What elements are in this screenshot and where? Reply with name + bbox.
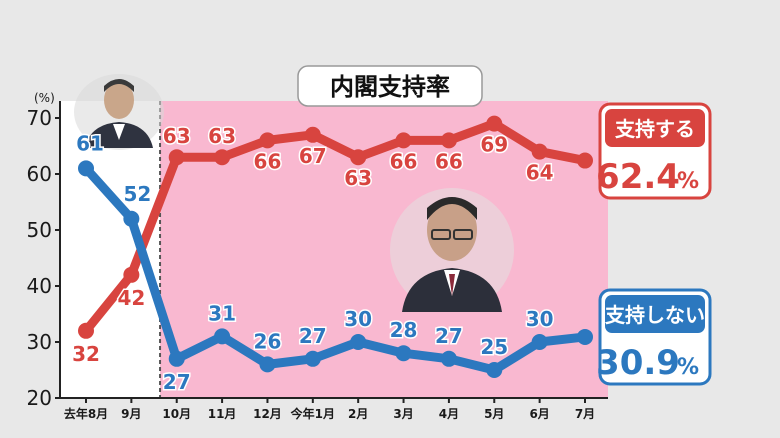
nonsupport-point — [531, 334, 548, 350]
support-point — [78, 322, 94, 339]
x-tick-label: 10月 — [162, 407, 191, 421]
nonsupport-point — [78, 160, 94, 177]
nonsupport-legend-label: 支持しない — [605, 303, 705, 327]
nonsupport-data-label: 26 — [254, 329, 282, 353]
series-points-support — [78, 115, 593, 339]
support-data-label: 66 — [390, 149, 418, 173]
nonsupport-point — [304, 350, 321, 367]
y-tick-label: 50 — [27, 218, 52, 242]
support-data-label: 42 — [117, 286, 145, 310]
unit-label: (%) — [34, 91, 55, 105]
x-tick-label: 9月 — [121, 407, 141, 421]
x-tick-label: 5月 — [484, 407, 504, 421]
support-point — [395, 132, 412, 149]
nonsupport-point — [486, 362, 503, 378]
nonsupport-point — [168, 350, 185, 367]
chart-title: 内閣支持率 — [330, 73, 450, 101]
x-tick-label: 3月 — [393, 407, 413, 421]
y-tick-label: 30 — [27, 330, 52, 354]
nonsupport-callout: 支持しない 30.9 % — [596, 288, 712, 386]
support-point — [486, 115, 503, 132]
support-data-label: 67 — [299, 144, 327, 168]
chart-title-box: 内閣支持率 — [297, 65, 483, 107]
support-data-label: 64 — [526, 161, 554, 185]
support-latest-unit: % — [677, 169, 699, 194]
support-data-label: 63 — [208, 124, 236, 148]
nonsupport-latest-unit: % — [677, 355, 699, 380]
x-tick-label: 2月 — [348, 407, 368, 421]
support-data-label: 69 — [480, 133, 508, 157]
x-tick-label: 去年8月 — [64, 406, 108, 421]
support-data-label: 66 — [254, 149, 282, 173]
nonsupport-data-label: 25 — [480, 335, 508, 359]
support-point — [304, 126, 321, 143]
support-point — [531, 143, 548, 160]
nonsupport-data-label: 30 — [344, 307, 372, 331]
nonsupport-point — [577, 328, 593, 345]
support-point — [440, 132, 457, 149]
support-point — [577, 152, 593, 169]
nonsupport-data-label: 27 — [435, 324, 463, 348]
support-data-label: 32 — [72, 342, 100, 366]
x-tick-label: 12月 — [253, 407, 282, 421]
nonsupport-latest-value: 30.9 — [596, 343, 680, 383]
nonsupport-point — [395, 345, 412, 362]
support-callout: 支持する 62.4 % — [596, 102, 712, 200]
nonsupport-point — [123, 210, 140, 227]
nonsupport-data-label: 28 — [390, 318, 418, 342]
support-point — [123, 266, 140, 283]
data-labels: 32 42 63 63 66 67 63 66 66 69 64 61 52 27 31 26 27 30 28 27… — [71, 123, 555, 396]
nonsupport-data-label: 27 — [163, 370, 191, 394]
support-data-label: 66 — [435, 149, 463, 173]
support-point — [214, 149, 231, 166]
series-line-support — [81, 119, 590, 336]
support-point — [350, 149, 367, 166]
x-tick-label: 11月 — [208, 407, 237, 421]
nonsupport-data-label: 30 — [526, 307, 554, 331]
x-tick-label: 4月 — [439, 407, 459, 421]
series-line-nonsupport — [81, 163, 590, 375]
nonsupport-point — [259, 356, 276, 373]
nonsupport-data-label: 52 — [123, 182, 151, 206]
x-ticks: 去年8月 9月 10月 11月 12月 今年1月 2月 3月 4月 5月 6月 7月 — [64, 398, 595, 421]
nonsupport-point — [350, 334, 367, 350]
x-tick-label: 今年1月 — [290, 406, 335, 421]
y-tick-label: 70 — [27, 106, 52, 130]
x-tick-label: 6月 — [529, 407, 549, 421]
nonsupport-point — [214, 328, 231, 345]
y-tick-label: 60 — [27, 162, 52, 186]
x-tick-label: 7月 — [575, 407, 595, 421]
nonsupport-data-label: 61 — [76, 131, 104, 155]
support-point — [259, 132, 276, 149]
y-tick-label: 20 — [27, 386, 52, 410]
support-data-label: 63 — [344, 166, 372, 190]
y-tick-label: 40 — [27, 274, 52, 298]
nonsupport-point — [440, 350, 457, 367]
current-pm-portrait — [390, 188, 514, 312]
former-pm-portrait — [74, 74, 164, 150]
support-latest-value: 62.4 — [596, 157, 680, 197]
support-point — [168, 149, 185, 166]
support-legend-label: 支持する — [615, 117, 695, 141]
y-ticks: 20 30 40 50 60 70 — [27, 106, 60, 410]
support-data-label: 63 — [163, 124, 191, 148]
nonsupport-data-label: 27 — [299, 324, 327, 348]
series-points-nonsupport — [78, 160, 593, 378]
nonsupport-data-label: 31 — [208, 301, 236, 325]
